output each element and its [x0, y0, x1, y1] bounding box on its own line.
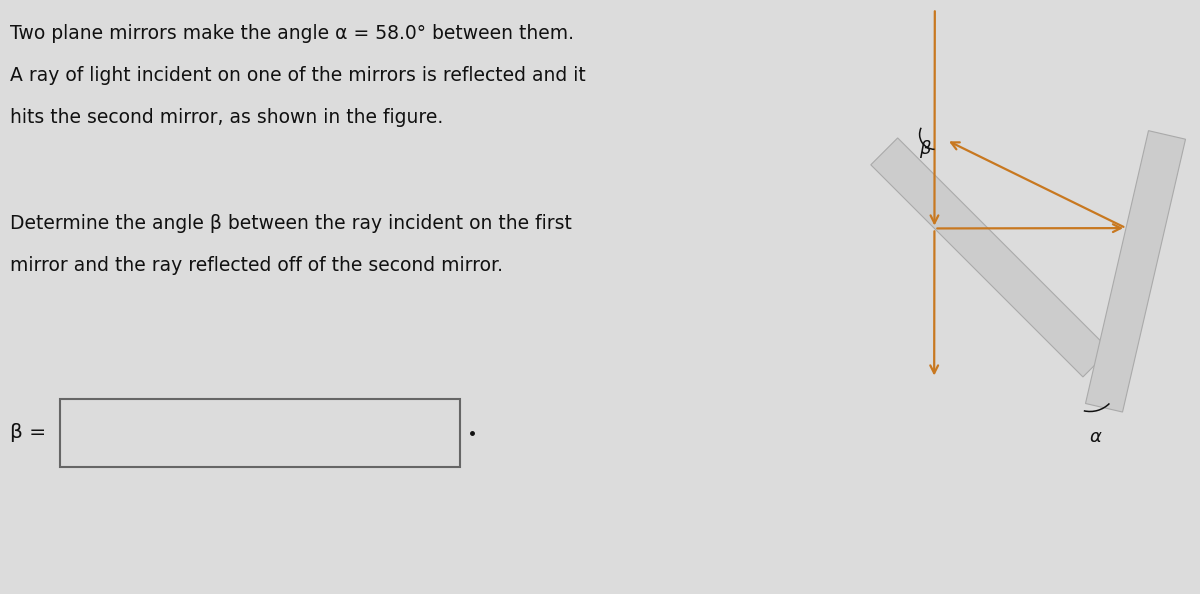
Text: β: β	[919, 140, 930, 158]
Polygon shape	[1086, 131, 1186, 412]
Text: mirror and the ray reflected off of the second mirror.: mirror and the ray reflected off of the …	[10, 256, 503, 275]
Text: hits the second mirror, as shown in the figure.: hits the second mirror, as shown in the …	[10, 108, 443, 127]
Text: A ray of light incident on one of the mirrors is reflected and it: A ray of light incident on one of the mi…	[10, 66, 586, 85]
Polygon shape	[871, 138, 1110, 377]
Text: β =: β =	[10, 422, 46, 441]
Text: Determine the angle β between the ray incident on the first: Determine the angle β between the ray in…	[10, 214, 572, 233]
Text: Two plane mirrors make the angle α = 58.0° between them.: Two plane mirrors make the angle α = 58.…	[10, 24, 574, 43]
Text: α: α	[1090, 428, 1102, 446]
FancyBboxPatch shape	[60, 399, 460, 467]
